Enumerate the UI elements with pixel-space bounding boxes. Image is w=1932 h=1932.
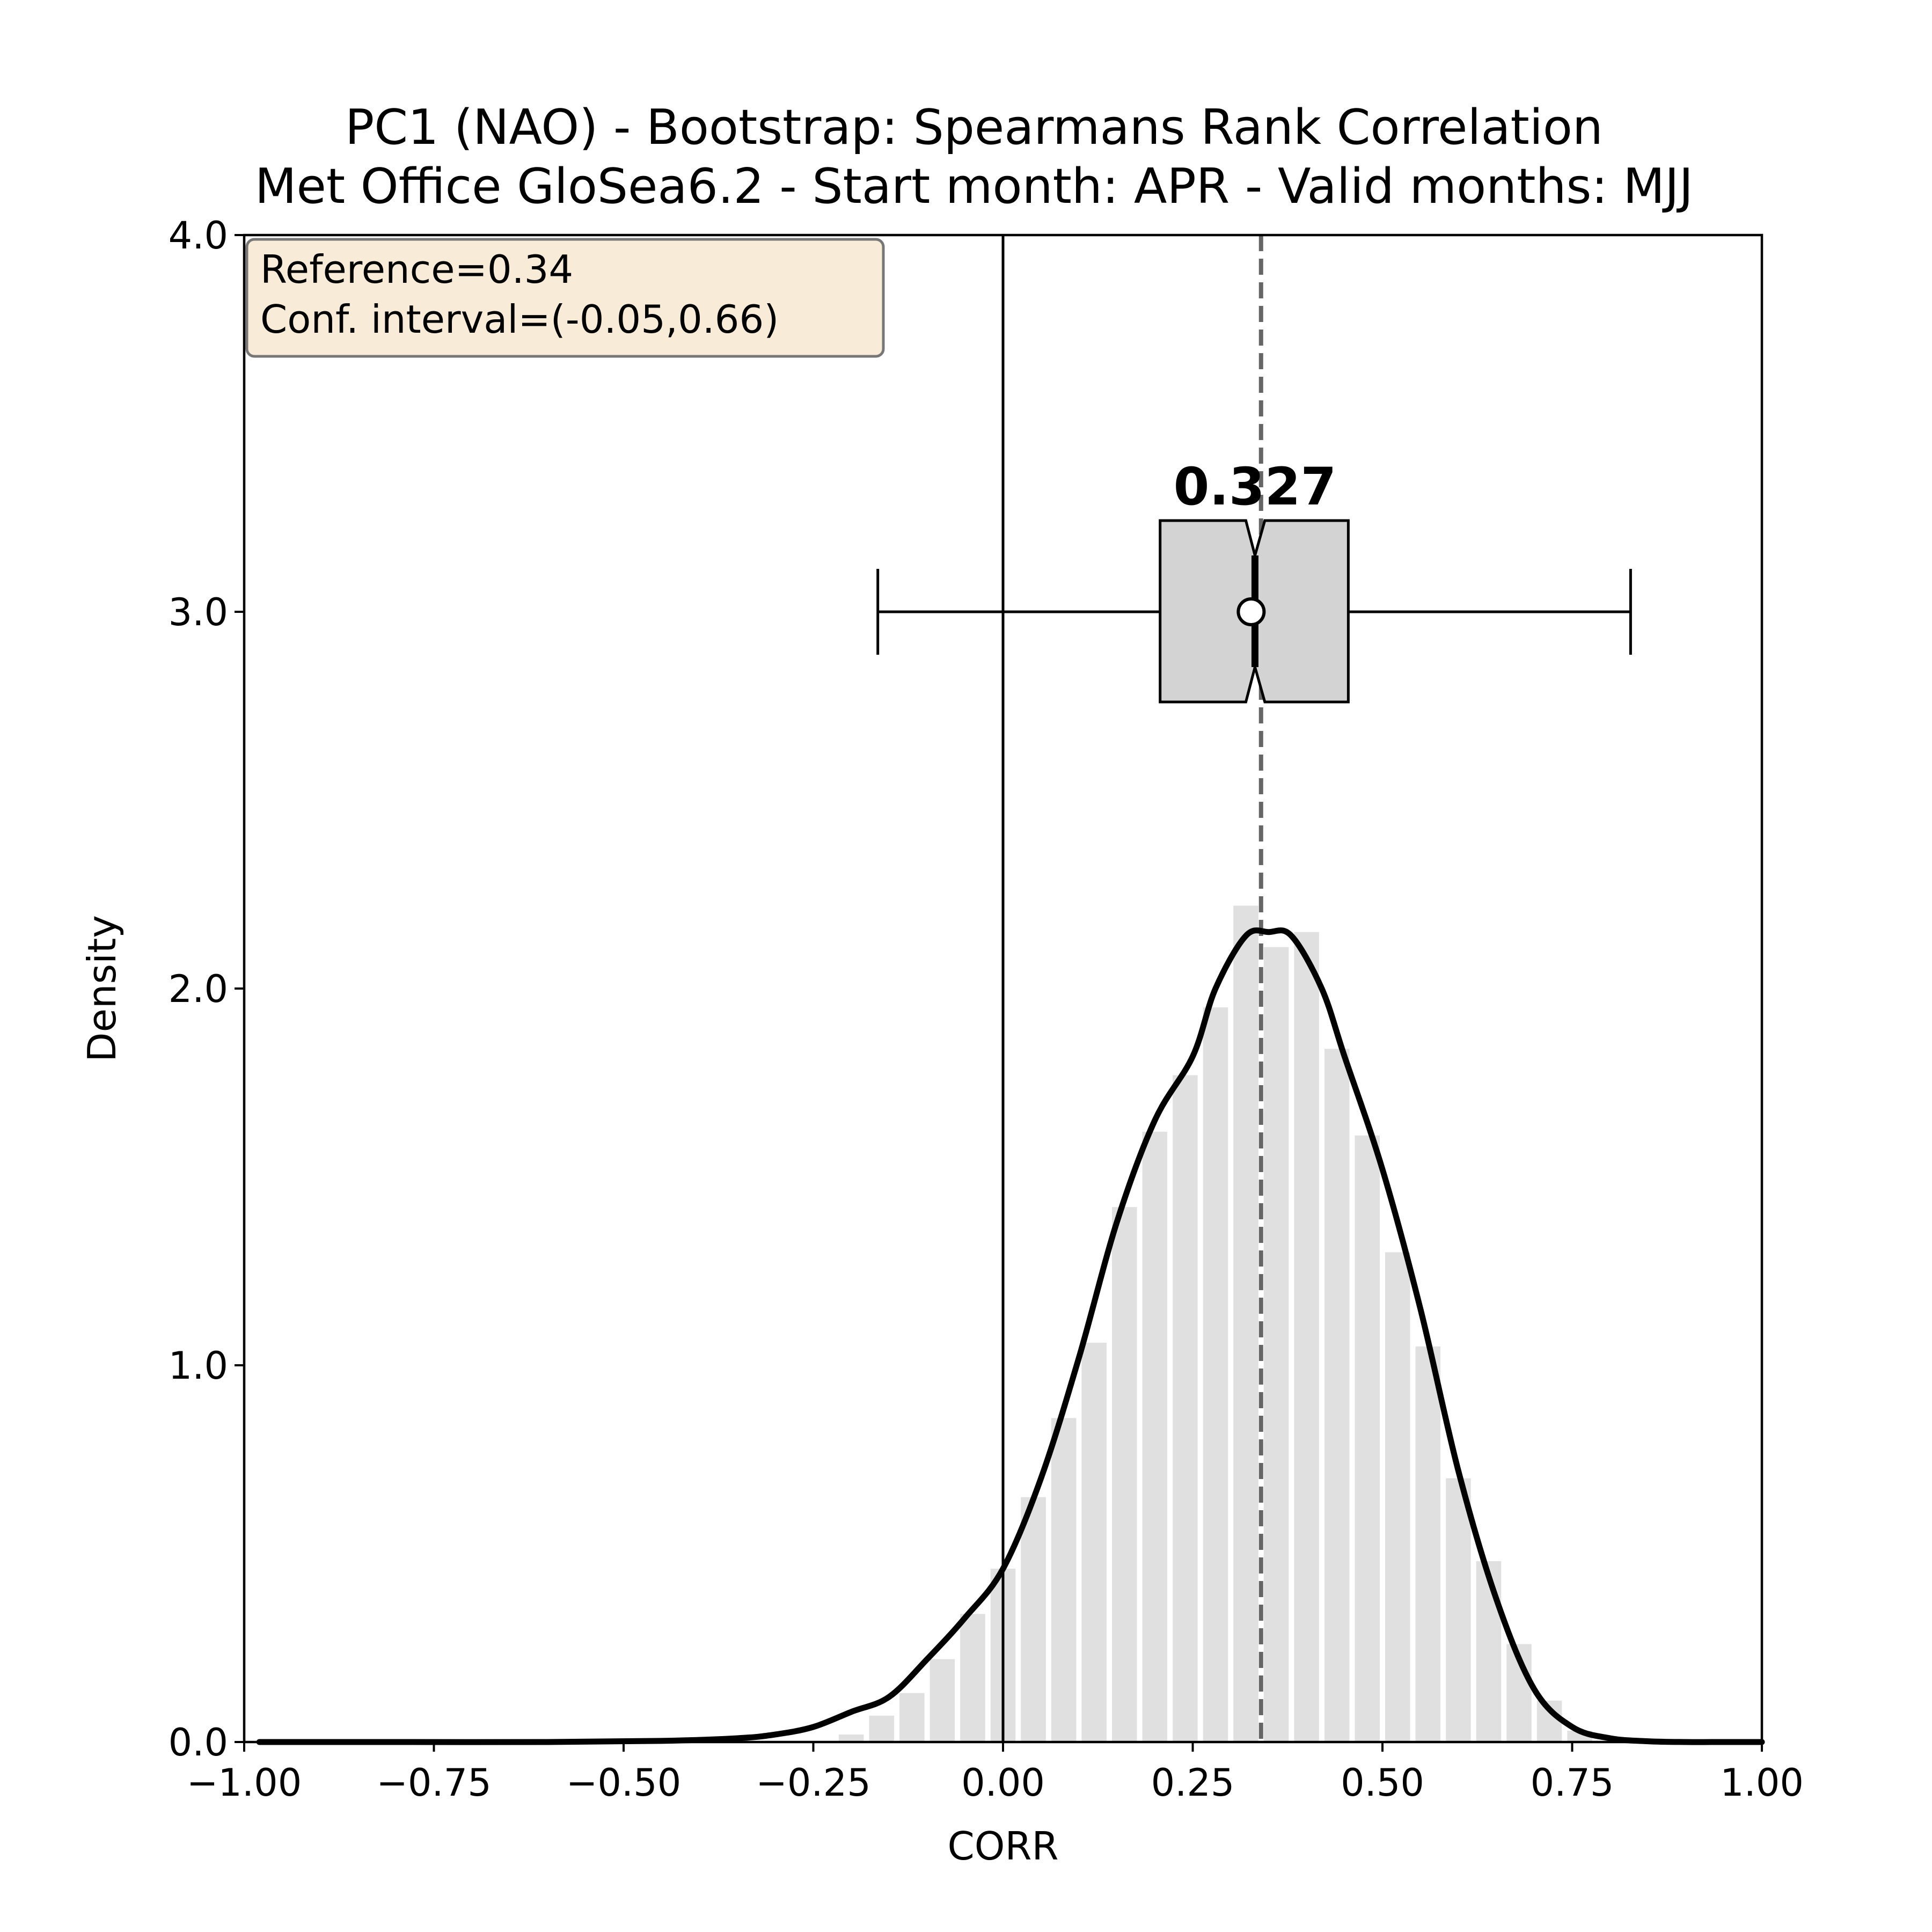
stats-box: Reference=0.34 Conf. interval=(-0.05,0.6…	[245, 238, 885, 358]
histogram-bar	[1081, 1342, 1107, 1742]
x-axis-label: CORR	[948, 1824, 1059, 1869]
histogram-bar	[1476, 1561, 1502, 1742]
x-tick-label: 0.75	[1531, 1761, 1614, 1805]
histogram-bar	[930, 1659, 955, 1742]
histogram-bar	[899, 1693, 925, 1742]
y-axis-label: Density	[79, 915, 125, 1062]
histogram-bar	[838, 1734, 864, 1742]
kde-curve-layer	[256, 927, 1765, 1745]
histogram-bar	[1051, 1418, 1077, 1742]
x-tick-label: 0.50	[1341, 1761, 1424, 1805]
histogram-bar	[1324, 1049, 1350, 1742]
histogram-bar	[960, 1614, 985, 1742]
y-tick-label: 3.0	[169, 590, 228, 634]
chart-title: PC1 (NAO) - Bootstrap: Spearmans Rank Co…	[345, 99, 1603, 156]
boxplot-mean-marker	[1236, 597, 1266, 626]
stats-box-background	[245, 238, 885, 358]
boxplot-mean-label: 0.327	[1174, 457, 1337, 517]
y-tick-label: 4.0	[169, 214, 228, 258]
x-tick-label: −0.75	[376, 1761, 492, 1805]
histogram-bars	[838, 905, 1592, 1742]
x-axis-ticks: −1.00 −0.75 −0.50 −0.25 0.00 0.25 0.50 0.75 1.00	[187, 1742, 1804, 1805]
stats-reference: Reference=0.34	[260, 247, 573, 292]
chart-subtitle: Met Office GloSea6.2 - Start month: APR …	[255, 158, 1693, 215]
histogram-bar	[1021, 1497, 1046, 1742]
y-tick-label: 1.0	[169, 1344, 228, 1388]
histogram-bar	[1111, 1207, 1137, 1742]
histogram-bar	[1263, 947, 1289, 1742]
y-tick-label: 0.0	[169, 1721, 228, 1765]
x-tick-label: −0.50	[566, 1761, 682, 1805]
y-axis-ticks: 0.0 1.0 2.0 3.0 4.0	[169, 214, 244, 1765]
histogram-bar	[1415, 1346, 1441, 1742]
x-tick-label: 0.25	[1151, 1761, 1235, 1805]
kde-curve	[256, 927, 1765, 1745]
histogram-bar	[1173, 1075, 1198, 1742]
x-tick-label: −0.25	[756, 1761, 871, 1805]
histogram-bar	[1446, 1478, 1471, 1742]
stats-conf-interval: Conf. interval=(-0.05,0.66)	[260, 297, 779, 342]
y-tick-label: 2.0	[169, 967, 228, 1011]
histogram-bar	[1294, 932, 1319, 1742]
histogram-bar	[1203, 1007, 1228, 1742]
histogram-bar	[1355, 1135, 1380, 1742]
histogram-bar	[1142, 1131, 1168, 1742]
boxplot: 0.327	[876, 457, 1632, 704]
histogram-bar	[1233, 905, 1258, 1742]
x-tick-label: 1.00	[1720, 1761, 1804, 1805]
histogram-bar	[869, 1715, 895, 1742]
x-tick-label: −1.00	[187, 1761, 302, 1805]
x-tick-label: 0.00	[961, 1761, 1045, 1805]
histogram-bar	[1385, 1252, 1410, 1742]
reference-lines	[1001, 235, 1263, 1742]
